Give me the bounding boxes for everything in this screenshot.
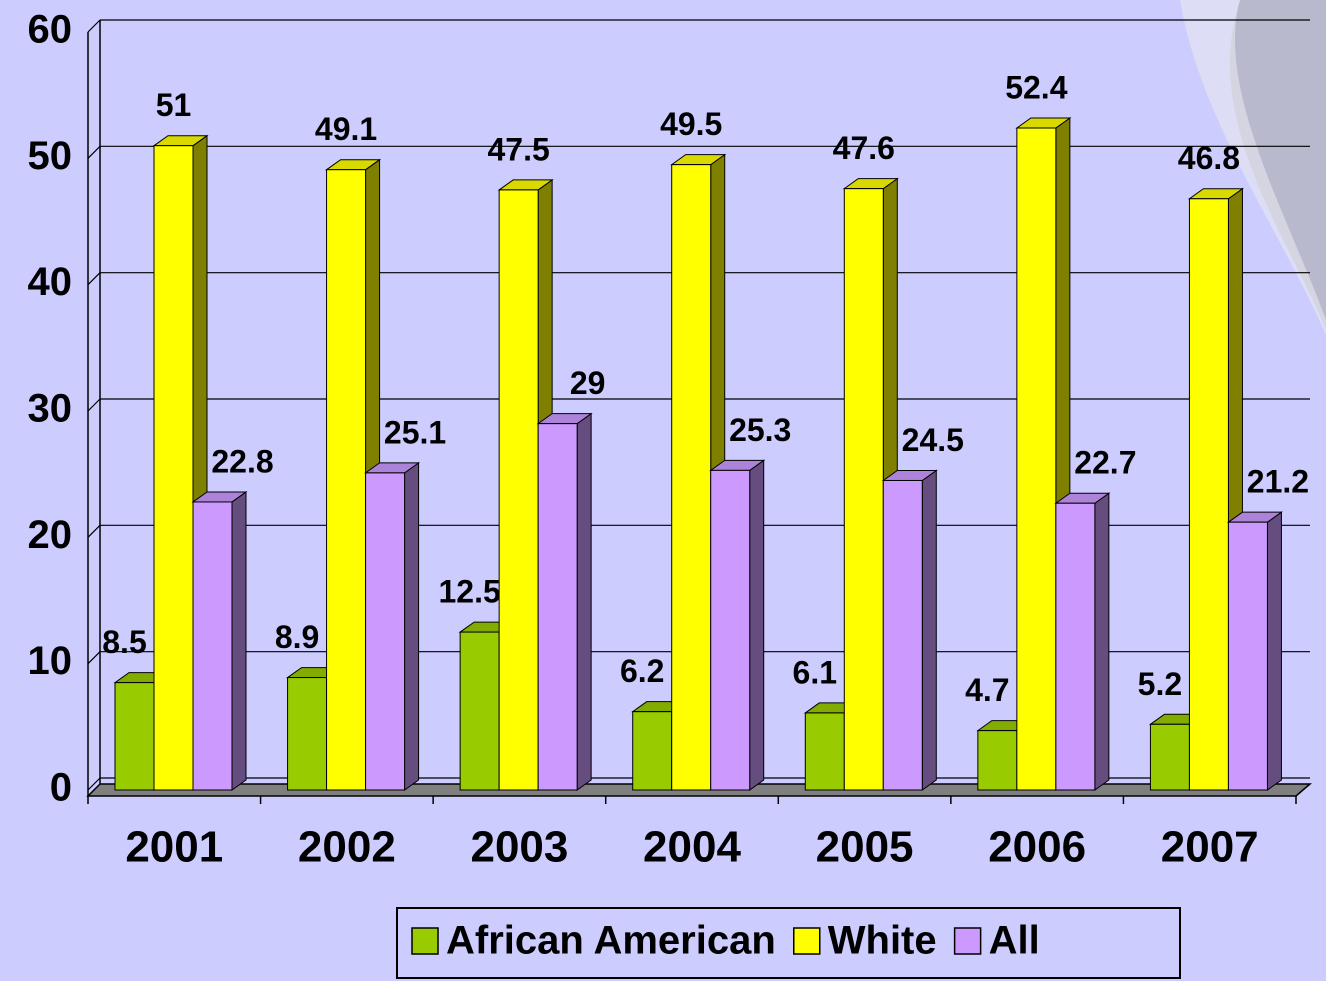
bar-side (1266, 511, 1282, 791)
bar-front (804, 712, 845, 791)
legend-swatch (793, 927, 821, 955)
x-tick-label: 2004 (643, 823, 741, 872)
legend-swatch (411, 927, 439, 955)
bar-front (498, 189, 539, 791)
value-label: 8.9 (275, 619, 319, 655)
y-tick-label: 20 (28, 513, 73, 557)
bar (364, 461, 421, 791)
value-label: 22.8 (211, 443, 273, 479)
bar (536, 412, 593, 791)
y-tick-label: 40 (28, 260, 73, 304)
value-label: 24.5 (902, 422, 964, 458)
value-label: 49.5 (660, 106, 722, 142)
bar-front (632, 711, 673, 791)
bar-front (1055, 502, 1096, 791)
value-label: 12.5 (439, 574, 501, 610)
grid-line (87, 777, 101, 791)
grid-line (87, 524, 101, 538)
value-label: 29 (570, 365, 606, 401)
legend-box (396, 907, 1181, 979)
y-tick-label: 0 (50, 766, 72, 810)
bar-front (1149, 723, 1190, 791)
bar-front (1227, 521, 1268, 791)
value-label: 6.2 (620, 653, 664, 689)
legend-label: African American (446, 919, 776, 963)
x-tick-label: 2006 (988, 823, 1086, 872)
value-label: 52.4 (1005, 69, 1067, 105)
bar-front (671, 164, 712, 791)
bar-front (153, 145, 194, 791)
x-tick-label: 2007 (1161, 823, 1259, 872)
bar-front (114, 682, 155, 791)
legend-label: White (828, 919, 937, 963)
bar (191, 490, 248, 791)
bar-front (537, 423, 578, 791)
bar-front (192, 501, 233, 791)
value-label: 47.5 (488, 131, 550, 167)
bar-front (1188, 198, 1229, 791)
y-tick-label: 50 (28, 134, 73, 178)
x-tick-label: 2002 (298, 823, 396, 872)
bar-front (287, 677, 328, 791)
bar (152, 134, 209, 791)
value-label: 21.2 (1247, 464, 1309, 500)
bar (325, 158, 382, 791)
bar-front (365, 472, 406, 791)
value-label: 5.2 (1138, 666, 1182, 702)
bar (1226, 511, 1283, 791)
value-label: 6.1 (793, 654, 837, 690)
x-tick-label: 2005 (816, 823, 914, 872)
bar-front (710, 469, 751, 791)
value-label: 25.3 (729, 412, 791, 448)
x-tick-label: 2001 (125, 823, 223, 872)
y-tick-label: 60 (28, 8, 73, 52)
bar (709, 459, 766, 791)
value-label: 4.7 (965, 672, 1009, 708)
grid-line (87, 19, 101, 33)
value-label: 51 (156, 87, 192, 123)
bar-front (882, 479, 923, 791)
bar-front (459, 631, 500, 791)
x-tick-label: 2003 (470, 823, 568, 872)
value-label: 47.6 (833, 130, 895, 166)
bar (881, 469, 938, 791)
bar-side (921, 469, 937, 791)
grid-line (87, 398, 101, 412)
bar-side (576, 412, 592, 791)
value-label: 8.5 (102, 624, 146, 660)
legend-swatch (953, 927, 982, 955)
legend-label: All (989, 919, 1040, 963)
bar-side (749, 459, 765, 791)
bar-side (1094, 492, 1110, 791)
value-label: 22.7 (1074, 445, 1136, 481)
y-tick-label: 10 (28, 639, 73, 683)
value-label: 49.1 (315, 111, 377, 147)
grid-line (87, 272, 101, 286)
grid-line (87, 145, 101, 159)
grid-line (87, 651, 101, 665)
bar-side (404, 461, 420, 791)
bar-front (843, 188, 884, 791)
bar (1054, 492, 1111, 791)
decoration (1180, 0, 1326, 335)
bar-side (231, 490, 247, 791)
bar-front (977, 730, 1018, 791)
y-tick-label: 30 (28, 387, 73, 431)
decoration (1229, 0, 1326, 330)
bar-front (326, 169, 367, 791)
value-label: 46.8 (1178, 140, 1240, 176)
value-label: 25.1 (384, 414, 446, 450)
bar-front (1016, 127, 1057, 791)
